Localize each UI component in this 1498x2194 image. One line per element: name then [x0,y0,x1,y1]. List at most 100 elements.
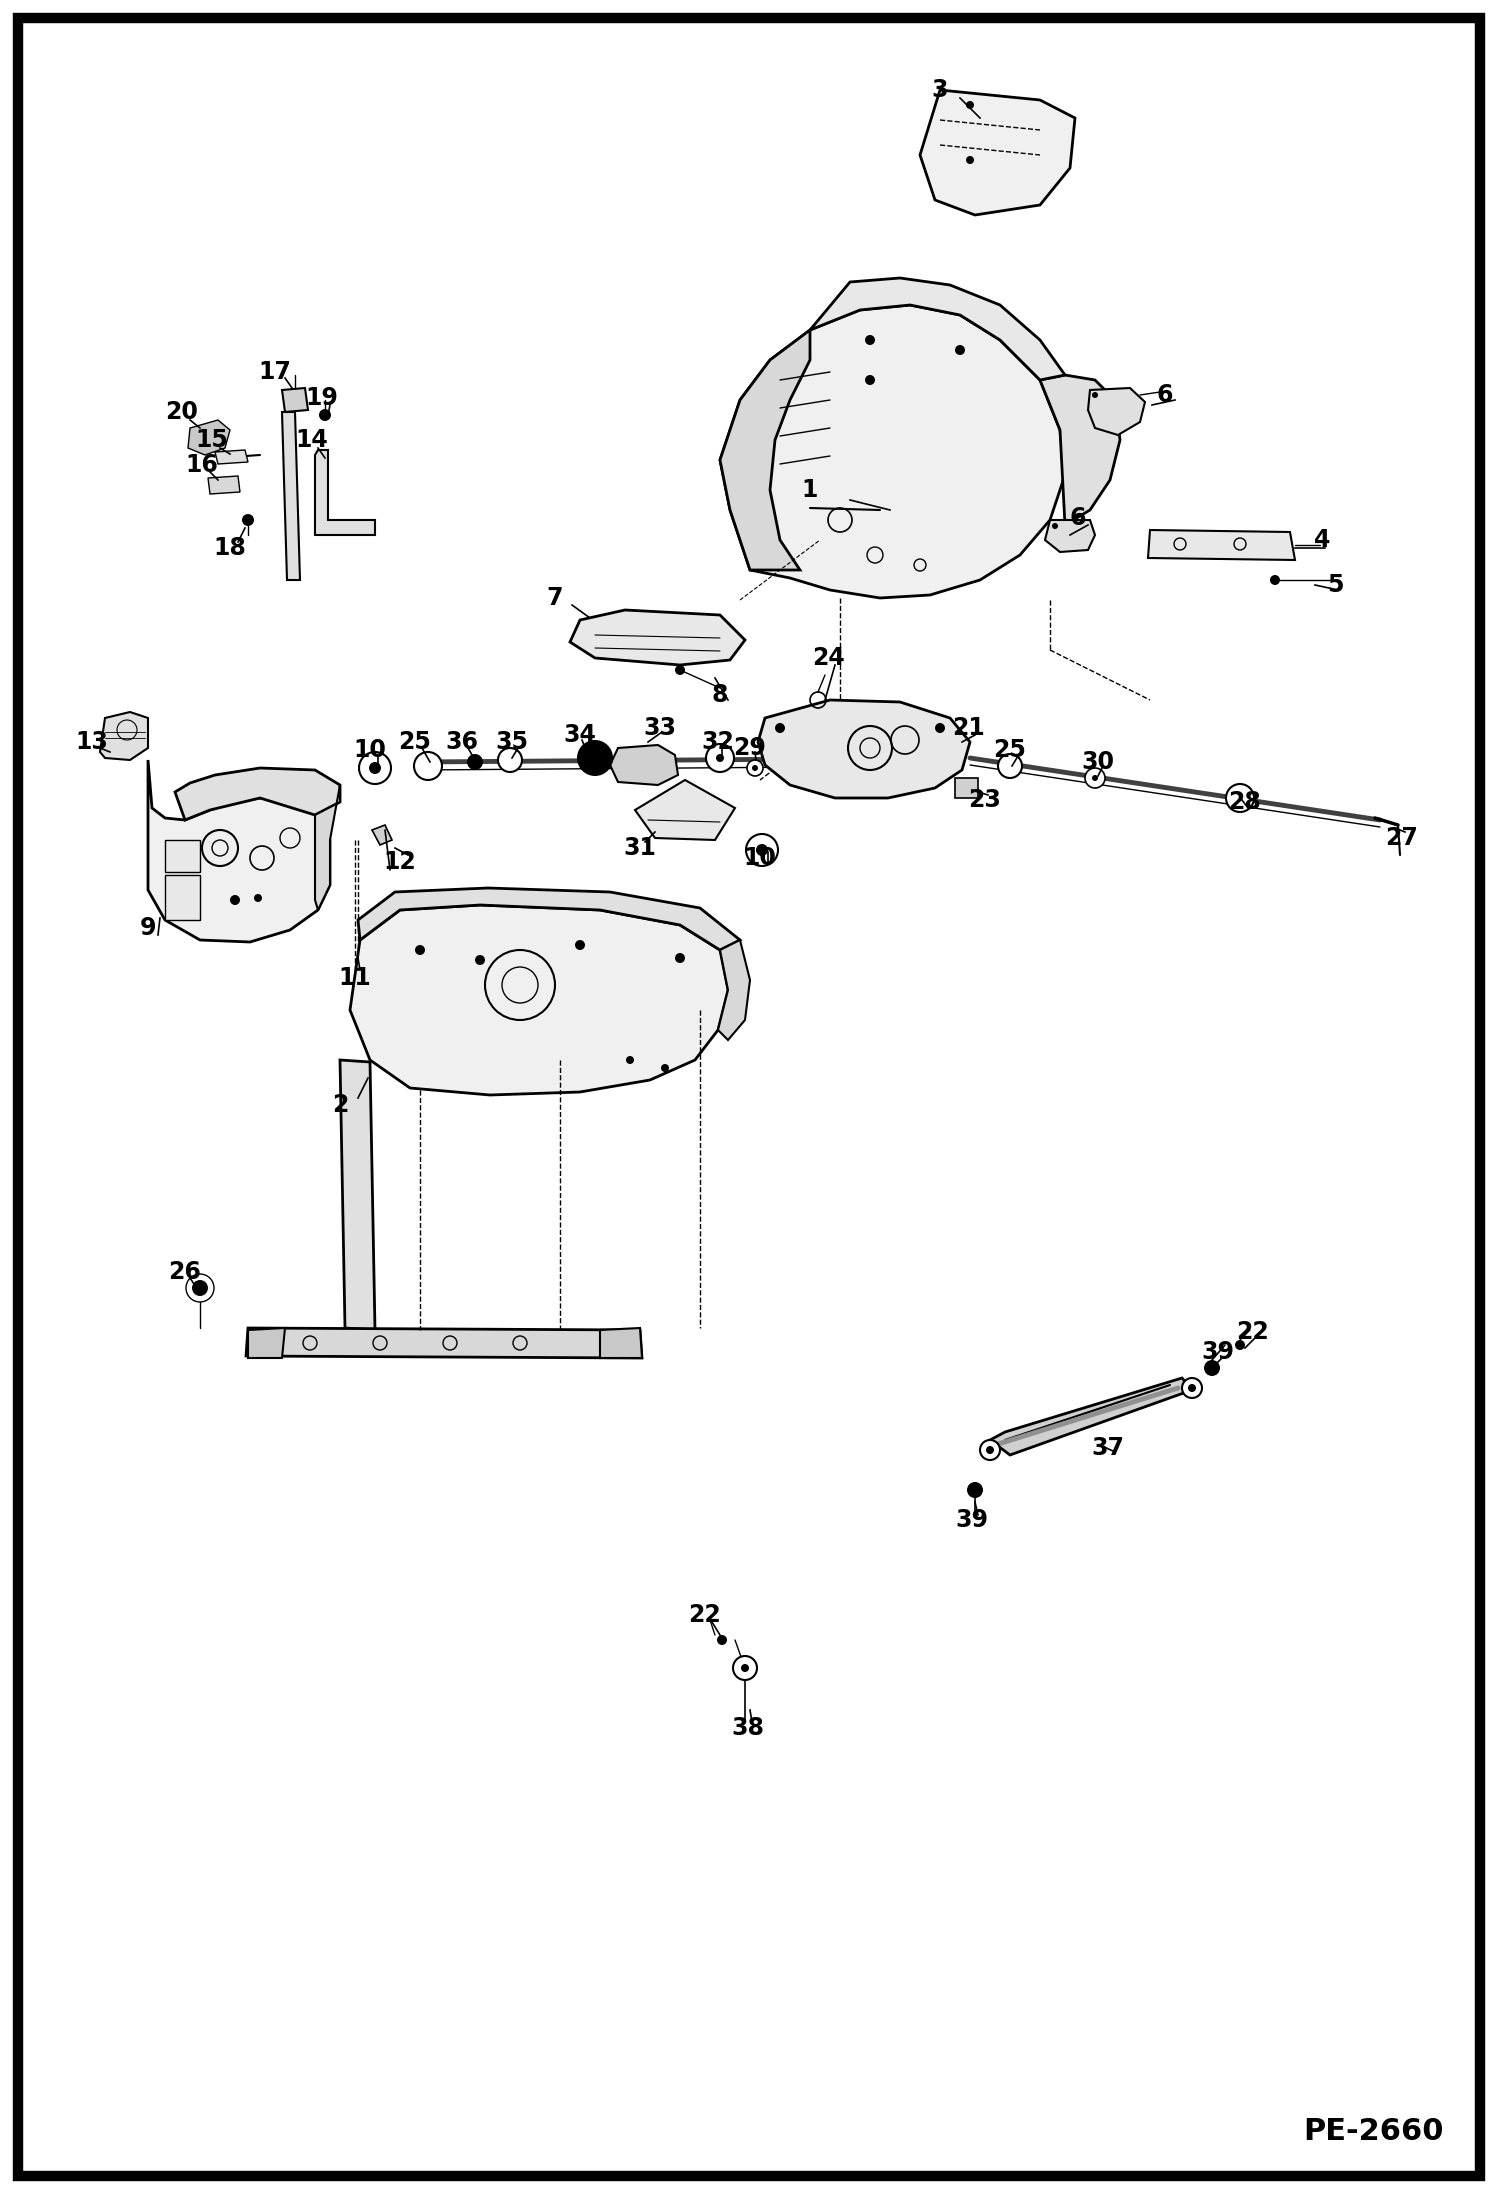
Text: 36: 36 [445,731,478,755]
Circle shape [756,845,768,856]
Circle shape [956,344,965,355]
Text: 11: 11 [339,965,372,989]
Text: 30: 30 [1082,750,1115,774]
Polygon shape [175,768,340,821]
Polygon shape [721,305,1065,599]
Circle shape [676,952,685,963]
Circle shape [716,755,724,761]
Polygon shape [990,1378,1192,1455]
Text: 6: 6 [1156,384,1173,408]
Circle shape [1085,768,1106,788]
Text: 39: 39 [1201,1341,1234,1365]
Circle shape [661,1064,670,1073]
Text: 25: 25 [993,737,1026,761]
Circle shape [935,724,945,733]
Circle shape [255,893,262,902]
Polygon shape [372,825,392,845]
Text: 6: 6 [1070,507,1086,531]
Circle shape [966,156,974,165]
Text: 31: 31 [623,836,656,860]
Circle shape [577,739,613,777]
Polygon shape [100,713,148,759]
Polygon shape [165,840,201,871]
Polygon shape [956,779,978,799]
Polygon shape [721,329,810,570]
Text: 38: 38 [731,1716,764,1740]
Circle shape [1092,393,1098,397]
Polygon shape [810,279,1065,380]
Text: 22: 22 [1236,1321,1269,1345]
Polygon shape [165,875,201,919]
Polygon shape [249,1327,285,1358]
Polygon shape [601,1327,643,1358]
Polygon shape [635,781,736,840]
Polygon shape [315,450,374,535]
Text: 12: 12 [383,849,416,873]
Text: 20: 20 [166,399,198,423]
Polygon shape [282,388,309,412]
Text: 17: 17 [259,360,292,384]
Circle shape [231,895,240,904]
Text: 5: 5 [1327,573,1344,597]
Polygon shape [351,904,728,1095]
Text: 37: 37 [1092,1437,1125,1459]
Polygon shape [315,785,340,911]
Text: 26: 26 [169,1259,201,1283]
Text: 10: 10 [354,737,386,761]
Text: 23: 23 [969,788,1002,812]
Polygon shape [358,889,740,950]
Text: 13: 13 [75,731,108,755]
Circle shape [966,101,974,110]
Polygon shape [208,476,240,494]
Text: 8: 8 [712,682,728,706]
Circle shape [1234,1341,1245,1349]
Polygon shape [1147,531,1294,559]
Polygon shape [1046,520,1095,553]
Polygon shape [282,412,300,579]
Polygon shape [1040,375,1121,524]
Circle shape [1188,1384,1195,1391]
Circle shape [243,513,255,527]
Polygon shape [246,1327,643,1358]
Polygon shape [758,700,971,799]
Text: 4: 4 [1314,529,1330,553]
Text: 1: 1 [801,478,818,502]
Polygon shape [920,90,1076,215]
Text: 25: 25 [398,731,431,755]
Text: 14: 14 [295,428,328,452]
Circle shape [998,755,1022,779]
Polygon shape [216,450,249,463]
Circle shape [467,755,482,770]
Text: 9: 9 [139,917,156,939]
Circle shape [746,834,777,867]
Text: 32: 32 [701,731,734,755]
Circle shape [706,744,734,772]
Text: PE-2660: PE-2660 [1303,2117,1443,2146]
Text: 35: 35 [496,731,529,755]
Polygon shape [571,610,745,665]
Text: 29: 29 [734,735,767,759]
Text: 28: 28 [1228,790,1261,814]
Circle shape [413,753,442,781]
Circle shape [986,1446,995,1455]
Circle shape [192,1279,208,1297]
Circle shape [676,665,685,676]
Text: 24: 24 [812,645,845,669]
Polygon shape [189,419,231,454]
Circle shape [864,336,875,344]
Circle shape [752,766,758,770]
Circle shape [415,946,425,954]
Text: 18: 18 [214,535,247,559]
Circle shape [733,1656,756,1681]
Text: 39: 39 [956,1507,989,1531]
Circle shape [626,1055,634,1064]
Circle shape [742,1663,749,1672]
Text: 19: 19 [306,386,339,410]
Polygon shape [340,1060,374,1330]
Circle shape [475,954,485,965]
Polygon shape [718,939,750,1040]
Circle shape [774,724,785,733]
Polygon shape [610,746,679,785]
Text: 27: 27 [1386,825,1419,849]
Text: 33: 33 [644,715,677,739]
